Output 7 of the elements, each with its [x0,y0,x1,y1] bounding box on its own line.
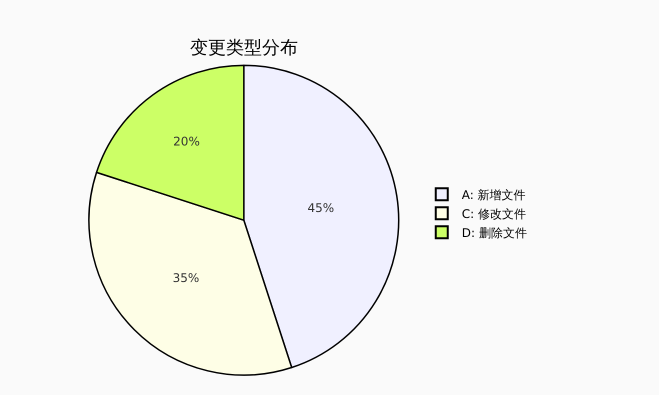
legend-label: D: 删除文件 [462,226,527,240]
data-label: 20% [173,134,200,148]
chart-title: 变更类型分布 [190,38,298,59]
legend-label: C: 修改文件 [462,206,526,221]
data-label: 45% [307,201,334,216]
data-label: 35% [172,271,200,286]
legend-label: A: 新增文件 [462,188,526,202]
